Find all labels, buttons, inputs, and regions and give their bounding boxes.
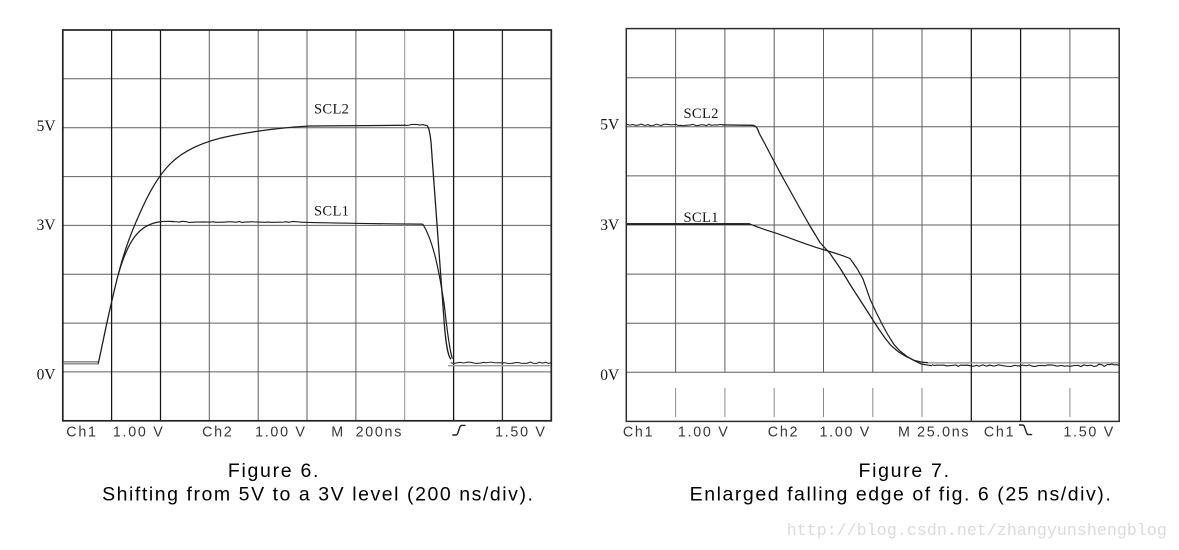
svg-text:M: M — [331, 424, 345, 440]
svg-text:SCL2: SCL2 — [314, 102, 349, 118]
svg-text:SCL1: SCL1 — [314, 204, 349, 220]
svg-text:1.00 V: 1.00 V — [255, 424, 307, 440]
svg-text:http://blog.csdn.net/zhangyuns: http://blog.csdn.net/zhangyunshengblog — [787, 521, 1167, 540]
svg-text:1.00 V: 1.00 V — [678, 424, 730, 440]
svg-text:3V: 3V — [600, 217, 620, 234]
svg-text:Enlarged falling edge of fig.: Enlarged falling edge of fig. 6 (25 ns/d… — [690, 484, 1113, 506]
svg-text:Ch1: Ch1 — [623, 424, 654, 440]
svg-text:Ch2: Ch2 — [202, 424, 233, 440]
svg-text:Ch2: Ch2 — [768, 424, 799, 440]
svg-text:Shifting from 5V to a 3V level: Shifting from 5V to a 3V level (200 ns/d… — [102, 484, 534, 506]
svg-text:0V: 0V — [600, 367, 620, 384]
svg-text:SCL1: SCL1 — [684, 210, 719, 226]
svg-text:5V: 5V — [600, 117, 620, 134]
svg-text:1.00 V: 1.00 V — [113, 424, 165, 440]
svg-text:5V: 5V — [37, 118, 57, 135]
svg-text:M: M — [898, 424, 912, 440]
svg-text:200ns: 200ns — [356, 424, 403, 440]
svg-text:Ch1: Ch1 — [984, 424, 1015, 440]
svg-text:25.0ns: 25.0ns — [917, 424, 970, 440]
svg-text:Figure 6.: Figure 6. — [228, 460, 320, 482]
svg-text:1.50 V: 1.50 V — [495, 424, 547, 440]
svg-text:SCL2: SCL2 — [684, 106, 719, 122]
svg-text:1.50 V: 1.50 V — [1063, 424, 1115, 440]
svg-text:Ch1: Ch1 — [66, 424, 97, 440]
svg-text:Figure 7.: Figure 7. — [858, 460, 950, 482]
svg-text:3V: 3V — [37, 217, 57, 234]
svg-text:0V: 0V — [37, 367, 57, 384]
svg-text:1.00 V: 1.00 V — [820, 424, 872, 440]
